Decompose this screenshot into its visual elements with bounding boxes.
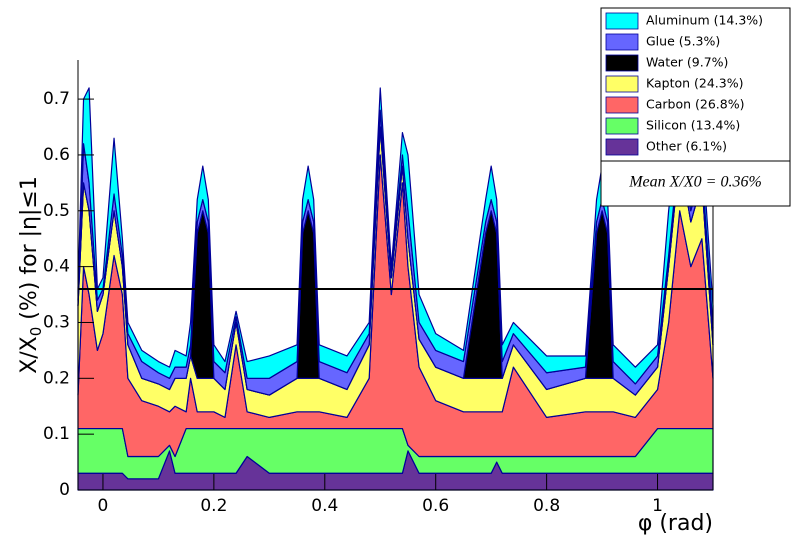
- legend-swatch: [605, 12, 639, 30]
- y-tick-label: 0.1: [43, 424, 70, 444]
- annotation-box: [600, 160, 791, 207]
- legend-label: Water (9.7%): [646, 55, 728, 70]
- legend-swatch: [605, 138, 639, 156]
- x-axis-label: φ (rad): [638, 511, 713, 536]
- y-label-sub: 0: [27, 327, 45, 337]
- y-label-main: X/X: [17, 336, 42, 374]
- x-tick-label: 0.6: [422, 496, 449, 516]
- legend-label: Aluminum (14.3%): [646, 13, 763, 28]
- annotation: Mean X/X0 = 0.36%: [628, 174, 762, 191]
- y-tick-label: 0.3: [43, 312, 70, 332]
- legend-label: Silicon (13.4%): [646, 118, 740, 133]
- x-tick-label: 0.2: [200, 496, 227, 516]
- x-tick-label: 0.8: [533, 496, 560, 516]
- legend-swatch: [605, 54, 639, 72]
- legend-swatch: [605, 75, 639, 93]
- y-axis-label: X/X0 (%) for |η|≤1: [17, 176, 45, 374]
- legend-swatch: [605, 33, 639, 51]
- legend-label: Other (6.1%): [646, 139, 727, 154]
- x-tick-label: 0.4: [311, 496, 338, 516]
- y-tick-label: 0.4: [43, 257, 70, 277]
- y-tick-label: 0.2: [43, 368, 70, 388]
- x-tick-label: 1: [652, 496, 663, 516]
- legend-label: Carbon (26.8%): [646, 97, 744, 112]
- y-tick-label: 0: [59, 480, 70, 500]
- legend-label: Glue (5.3%): [646, 34, 720, 49]
- legend-swatch: [605, 117, 639, 135]
- x-tick-label: 0: [98, 496, 109, 516]
- y-tick-label: 0.6: [43, 145, 70, 165]
- y-tick-label: 0.7: [43, 89, 70, 109]
- y-tick-label: 0.5: [43, 201, 70, 221]
- y-label-rest: (%) for |η|≤1: [17, 176, 42, 327]
- legend-swatch: [605, 96, 639, 114]
- legend-label: Kapton (24.3%): [646, 76, 743, 91]
